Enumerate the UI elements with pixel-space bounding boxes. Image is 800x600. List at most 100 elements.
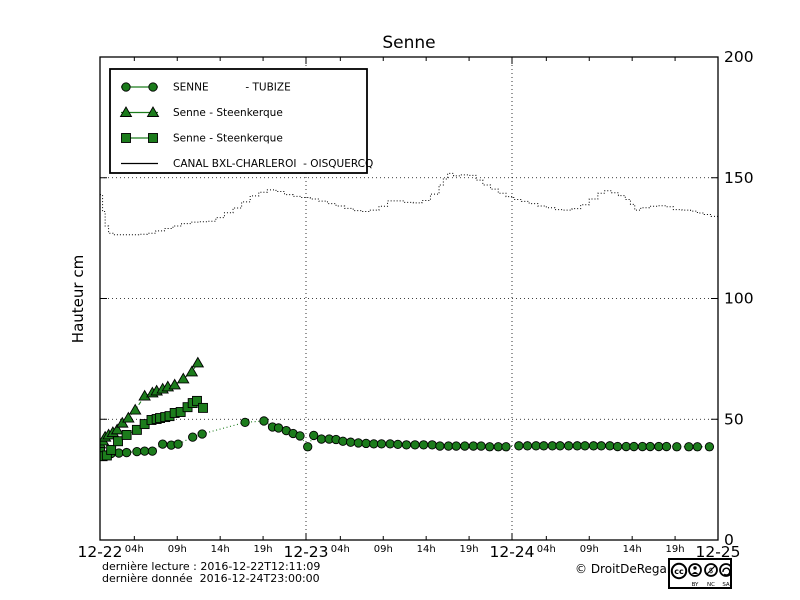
cc-by-person-icon [688,563,702,577]
last-data-text: dernière donnée 2016-12-24T23:00:00 [102,572,320,585]
canal-line [100,172,718,236]
legend-label: Senne - Steenkerque [173,107,283,119]
circle-marker [645,441,655,452]
y-axis-label: Hauteur cm [69,254,87,344]
series-green-square [100,395,208,462]
circle-marker [588,441,599,451]
circle-marker [580,441,590,451]
circle-marker [385,439,395,449]
y-tick-label: 50 [724,410,744,428]
x-major-tick-label: 12-25 [695,543,740,561]
circle-marker [547,441,557,451]
cc-by-label: BY [692,582,699,588]
circle-marker [476,441,486,451]
circle-marker [303,442,313,452]
circle-marker [240,417,250,428]
circle-marker [522,441,533,451]
circle-marker [309,430,319,441]
triangle-marker [185,365,199,377]
legend-square-marker [148,133,158,143]
square-marker [131,424,142,435]
cc-icon-text: cc [674,567,684,576]
circle-marker [353,438,364,448]
circle-marker [637,441,648,452]
circle-marker [514,441,524,451]
circle-marker [672,442,682,452]
circle-marker [132,446,142,457]
circle-marker [539,441,549,451]
triangle-marker [122,411,135,423]
series-green-triangle [100,356,205,449]
circle-marker [147,446,158,456]
square-marker [198,402,208,413]
square-marker [106,444,117,455]
x-major-tick-label: 12-22 [77,543,122,561]
circle-marker [295,431,305,441]
cc-by-body [691,572,699,574]
legend-label: Senne - Steenkerque [173,133,283,145]
x-minor-tick-label: 04h [537,544,556,555]
square-marker [192,395,202,406]
circle-marker [345,437,356,447]
circle-marker [338,436,348,446]
square-marker [121,429,132,440]
copyright-text: © DroitDeRegard.be [575,562,699,576]
x-minor-tick-label: 19h [666,544,685,555]
circle-marker [621,441,631,452]
circle-marker [684,442,694,452]
circle-marker [273,423,284,433]
chart-title: Senne [382,33,436,53]
legend-triangle-marker [119,106,133,117]
circle-marker [316,434,327,444]
circle-marker [451,441,461,451]
circle-marker [485,442,495,452]
circle-marker [361,438,371,449]
circle-marker [692,442,703,452]
circle-marker [501,442,511,452]
circle-marker [158,439,168,449]
y-tick-label: 100 [724,290,754,308]
circle-marker [188,432,198,442]
circle-marker [612,441,623,452]
x-major-tick-label: 12-23 [283,543,328,561]
cc-icon [670,562,688,580]
cc-license-badge: cc $ BY NC SA [668,558,732,589]
circle-marker [376,439,387,449]
circle-marker [564,441,574,451]
circle-marker [468,441,479,451]
x-minor-tick-label: 14h [623,544,642,555]
circle-marker [704,442,715,452]
legend-square-marker [121,133,131,143]
circle-marker [654,441,664,452]
x-minor-tick-label: 09h [580,544,599,555]
circle-marker [427,440,437,450]
cc-by-head [693,566,697,570]
legend-triangle-marker [146,106,160,117]
triangle-marker [191,356,205,368]
series-green-circle [100,416,715,460]
x-minor-tick-label: 19h [254,544,273,555]
circle-marker [435,441,445,451]
circle-marker [393,439,403,450]
legend-circle-marker [121,82,131,92]
triangle-marker [176,372,190,384]
x-minor-tick-label: 09h [168,544,187,555]
triangle-marker [168,378,181,390]
x-minor-tick-label: 19h [460,544,479,555]
x-minor-tick-label: 04h [331,544,350,555]
x-minor-tick-label: 14h [417,544,436,555]
circle-marker [493,442,503,452]
circle-marker [661,441,672,452]
y-tick-label: 0 [724,531,734,549]
cc-sa-arrow [722,567,731,576]
circle-marker [572,441,582,451]
y-tick-label: 150 [724,169,754,187]
x-major-tick-label: 12-24 [489,543,534,561]
circle-marker [410,440,420,450]
circle-marker [121,447,132,458]
cc-nc-slash [706,565,716,575]
circle-marker [259,416,269,426]
x-minor-tick-label: 14h [211,544,230,555]
circle-marker [401,440,412,450]
